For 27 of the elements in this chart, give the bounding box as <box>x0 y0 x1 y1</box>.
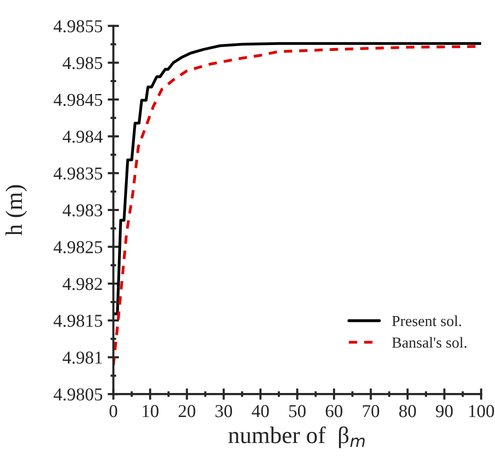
x-tick-label: 70 <box>362 405 380 418</box>
line-series <box>113 42 482 316</box>
y-tick-label: 4.985 <box>62 56 102 70</box>
x-tick-label: 30 <box>216 405 232 418</box>
legend-label: Present sol. <box>392 315 462 326</box>
y-tick-label: 4.9805 <box>54 388 102 401</box>
y-tick-label: 4.982 <box>62 278 102 290</box>
y-tick-label: 4.9825 <box>54 241 102 254</box>
legend-label: Bansal's sol. <box>392 337 466 348</box>
x-tick-label: 40 <box>252 405 269 418</box>
x-tick-label: 60 <box>326 405 342 418</box>
y-tick-label: 4.984 <box>62 130 103 143</box>
x-tick-label: 20 <box>178 405 196 418</box>
x-tick-label: 50 <box>289 405 306 418</box>
y-tick-label: 4.9845 <box>54 94 102 106</box>
y-tick-label: 4.9835 <box>54 167 102 180</box>
y-tick-label: 4.983 <box>62 204 102 216</box>
y-tick-label: 4.9815 <box>54 314 102 327</box>
y-axis-title: h (m) <box>6 185 27 236</box>
x-tick-label: 0 <box>110 405 118 418</box>
y-tick-label: 4.9855 <box>54 20 102 32</box>
y-tick-label: 4.981 <box>62 352 102 364</box>
x-axis-title: number of β$_{m}$ <box>228 426 365 448</box>
x-tick-label: 80 <box>399 405 416 418</box>
x-tick-label: 90 <box>436 405 453 418</box>
x-tick-label: 10 <box>142 405 158 418</box>
x-tick-label: 100 <box>469 405 494 418</box>
